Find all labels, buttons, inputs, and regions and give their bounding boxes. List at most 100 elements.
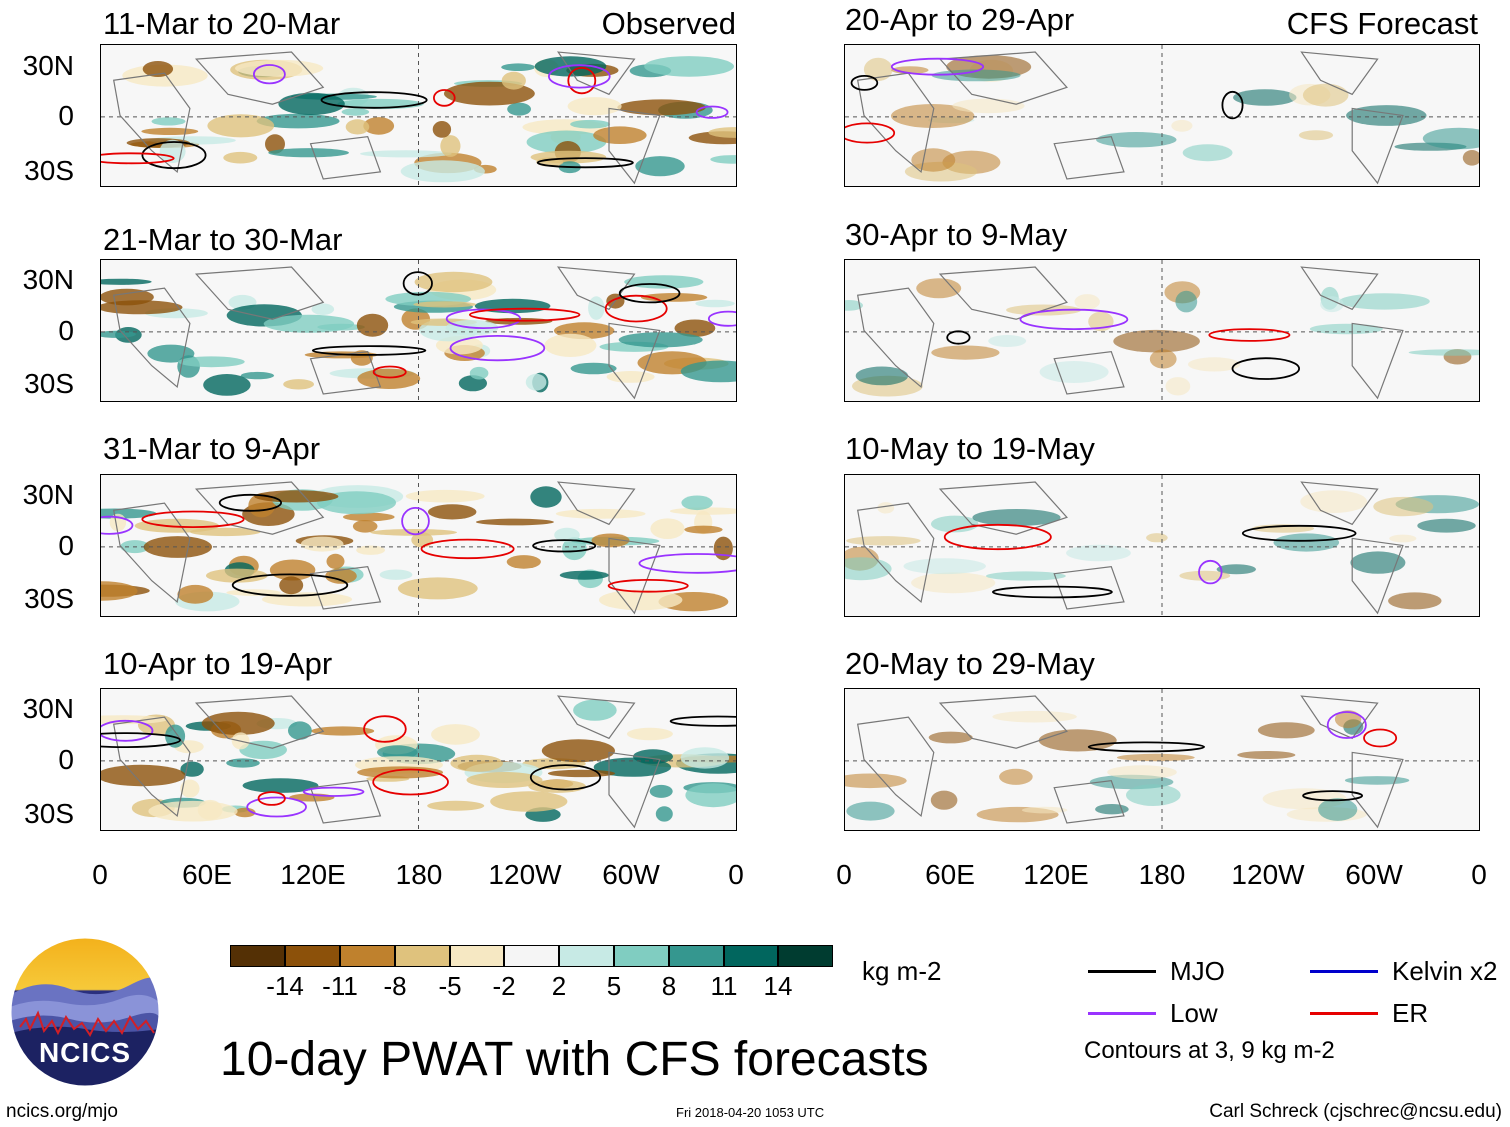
anomaly-blob	[988, 335, 1027, 347]
anomaly-blob	[624, 275, 704, 289]
wave-contour	[311, 345, 427, 356]
anomaly-blob	[710, 155, 736, 164]
wave-contour	[257, 791, 286, 806]
anomaly-blob	[685, 783, 736, 808]
anomaly-blob	[101, 278, 152, 285]
wave-contour	[141, 510, 245, 529]
lat-label-30s: 30S	[24, 583, 74, 614]
anomaly-blob	[649, 784, 673, 798]
anomaly-blob	[352, 520, 378, 533]
coastline	[112, 716, 191, 818]
anomaly-blob	[1038, 729, 1117, 752]
colorbar-label: 11	[710, 971, 738, 1001]
lat-label-30s: 30S	[24, 798, 74, 829]
anomaly-blob	[239, 740, 287, 760]
coastline	[194, 51, 325, 105]
wave-contour	[1198, 559, 1223, 585]
panel-title: 30-Apr to 9-May	[845, 217, 1068, 252]
anomaly-blob	[242, 778, 319, 793]
coastline	[112, 72, 191, 174]
anomaly-blob	[559, 570, 609, 580]
anomaly-blob	[469, 366, 489, 380]
anomaly-blob	[911, 572, 996, 594]
anomaly-blob	[490, 791, 568, 812]
anomaly-blob	[555, 508, 646, 519]
anomaly-blob	[501, 71, 526, 90]
anomaly-blob	[681, 495, 713, 511]
anomaly-blob	[845, 773, 907, 789]
coastline	[112, 287, 191, 389]
anomaly-blob	[606, 371, 655, 383]
wave-contour	[302, 786, 365, 797]
anomaly-blob	[341, 108, 370, 116]
wave-contour	[567, 66, 597, 95]
wave-contour	[246, 796, 307, 818]
contour-note: Contours at 3, 9 kg m-2	[1084, 1037, 1335, 1064]
lat-label-30n: 30N	[22, 50, 74, 81]
map-panel	[844, 688, 1480, 831]
wave-contour	[1019, 308, 1129, 331]
anomaly-blob	[180, 779, 200, 798]
anomaly-blob	[177, 584, 214, 604]
anomaly-blob	[986, 571, 1066, 581]
wave-contour	[1363, 728, 1398, 748]
wave-contour	[695, 105, 729, 119]
anomaly-blob	[256, 113, 340, 129]
anomaly-blob	[708, 127, 736, 138]
anomaly-blob	[547, 769, 616, 778]
coastline	[856, 287, 935, 389]
anomaly-blob	[530, 486, 562, 508]
anomaly-blob	[1066, 544, 1131, 562]
wave-contour	[669, 715, 736, 727]
anomaly-blob	[1074, 294, 1100, 310]
anomaly-blob	[525, 373, 547, 391]
anomaly-blob	[684, 525, 723, 534]
anomaly-blob	[143, 536, 212, 558]
anomaly-blob	[1116, 753, 1195, 762]
coastline	[194, 481, 325, 535]
anomaly-blob	[1320, 296, 1344, 313]
anomaly-blob	[363, 117, 395, 135]
anomaly-blob	[101, 300, 183, 315]
anomaly-blob	[863, 57, 893, 81]
wave-contour	[101, 515, 134, 535]
anomaly-blob	[1257, 722, 1315, 739]
anomaly-blob	[633, 749, 673, 764]
anomaly-blob	[1095, 804, 1129, 815]
anomaly-blob	[846, 536, 921, 546]
legend-line-er	[1310, 1012, 1378, 1015]
anomaly-blob	[356, 545, 385, 555]
colorbar-label: 5	[606, 971, 622, 1001]
pwat-anomaly-map	[845, 45, 1479, 186]
anomaly-blob	[317, 323, 365, 331]
footer-timestamp: Fri 2018-04-20 1053 UTC	[676, 1105, 825, 1120]
anomaly-blob	[414, 271, 493, 293]
coastline	[938, 695, 1068, 749]
coastline	[938, 51, 1068, 105]
footer-url: ncics.org/mjo	[6, 1101, 118, 1122]
anomaly-blob	[345, 119, 370, 135]
colorbar-segment	[724, 945, 778, 967]
legend-line-low	[1088, 1012, 1156, 1015]
colorbar-segment	[614, 945, 669, 967]
logo-text: NCICS	[38, 1037, 132, 1068]
lon-label: 120W	[1231, 859, 1305, 890]
colorbar-segment	[450, 945, 504, 967]
anomaly-blob	[1302, 83, 1349, 107]
panel-title: 20-Apr to 29-Apr	[845, 2, 1075, 37]
anomaly-blob	[931, 345, 1000, 360]
anomaly-blob	[440, 135, 461, 157]
wave-contour	[432, 89, 456, 107]
colorbar-segment	[559, 945, 614, 967]
anomaly-blob	[1298, 130, 1334, 141]
pwat-anomaly-map	[101, 45, 736, 186]
anomaly-blob	[650, 518, 685, 539]
lon-label: 180	[395, 859, 443, 890]
lon-label: 60E	[925, 859, 975, 890]
anomaly-blob	[655, 806, 673, 822]
anomaly-blob	[916, 278, 962, 299]
wave-contour	[618, 283, 681, 304]
main-title: 10-day PWAT with CFS forecasts	[220, 1033, 929, 1086]
pwat-anomaly-map	[845, 475, 1479, 616]
coastline	[1053, 350, 1125, 395]
